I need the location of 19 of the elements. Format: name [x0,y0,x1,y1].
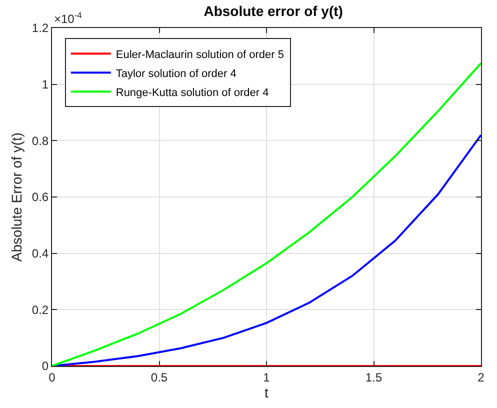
y-tick-label: 1.2 [32,21,49,36]
y-tick-label: 0.6 [32,190,49,204]
x-tick-label: 0.5 [150,370,168,384]
y-tick-label: 1 [42,78,49,92]
line-series [52,62,481,366]
y-tick-label: 0 [42,359,49,374]
y-tick-label: 0.4 [32,246,49,261]
y-tick-label: 0.8 [32,134,49,148]
legend-label: Taylor solution of order 4 [116,68,236,80]
y-tick-label: 0.2 [32,302,49,317]
x-axis-title: t [264,384,269,400]
chart-title: Absolute error of y(t) [204,2,343,19]
x-tick-label: 2 [478,370,485,384]
legend-label: Euler-Maclaurin solution of order 5 [116,48,284,61]
x-tick-label: 1 [263,370,270,384]
x-tick-label: 1.5 [365,370,382,384]
text: ×10$^{-4}$ [54,10,82,26]
legend-label: Runge-Kutta solution of order 4 [116,86,269,99]
y-axis-title: Absolute Error of y(t) [8,132,25,262]
